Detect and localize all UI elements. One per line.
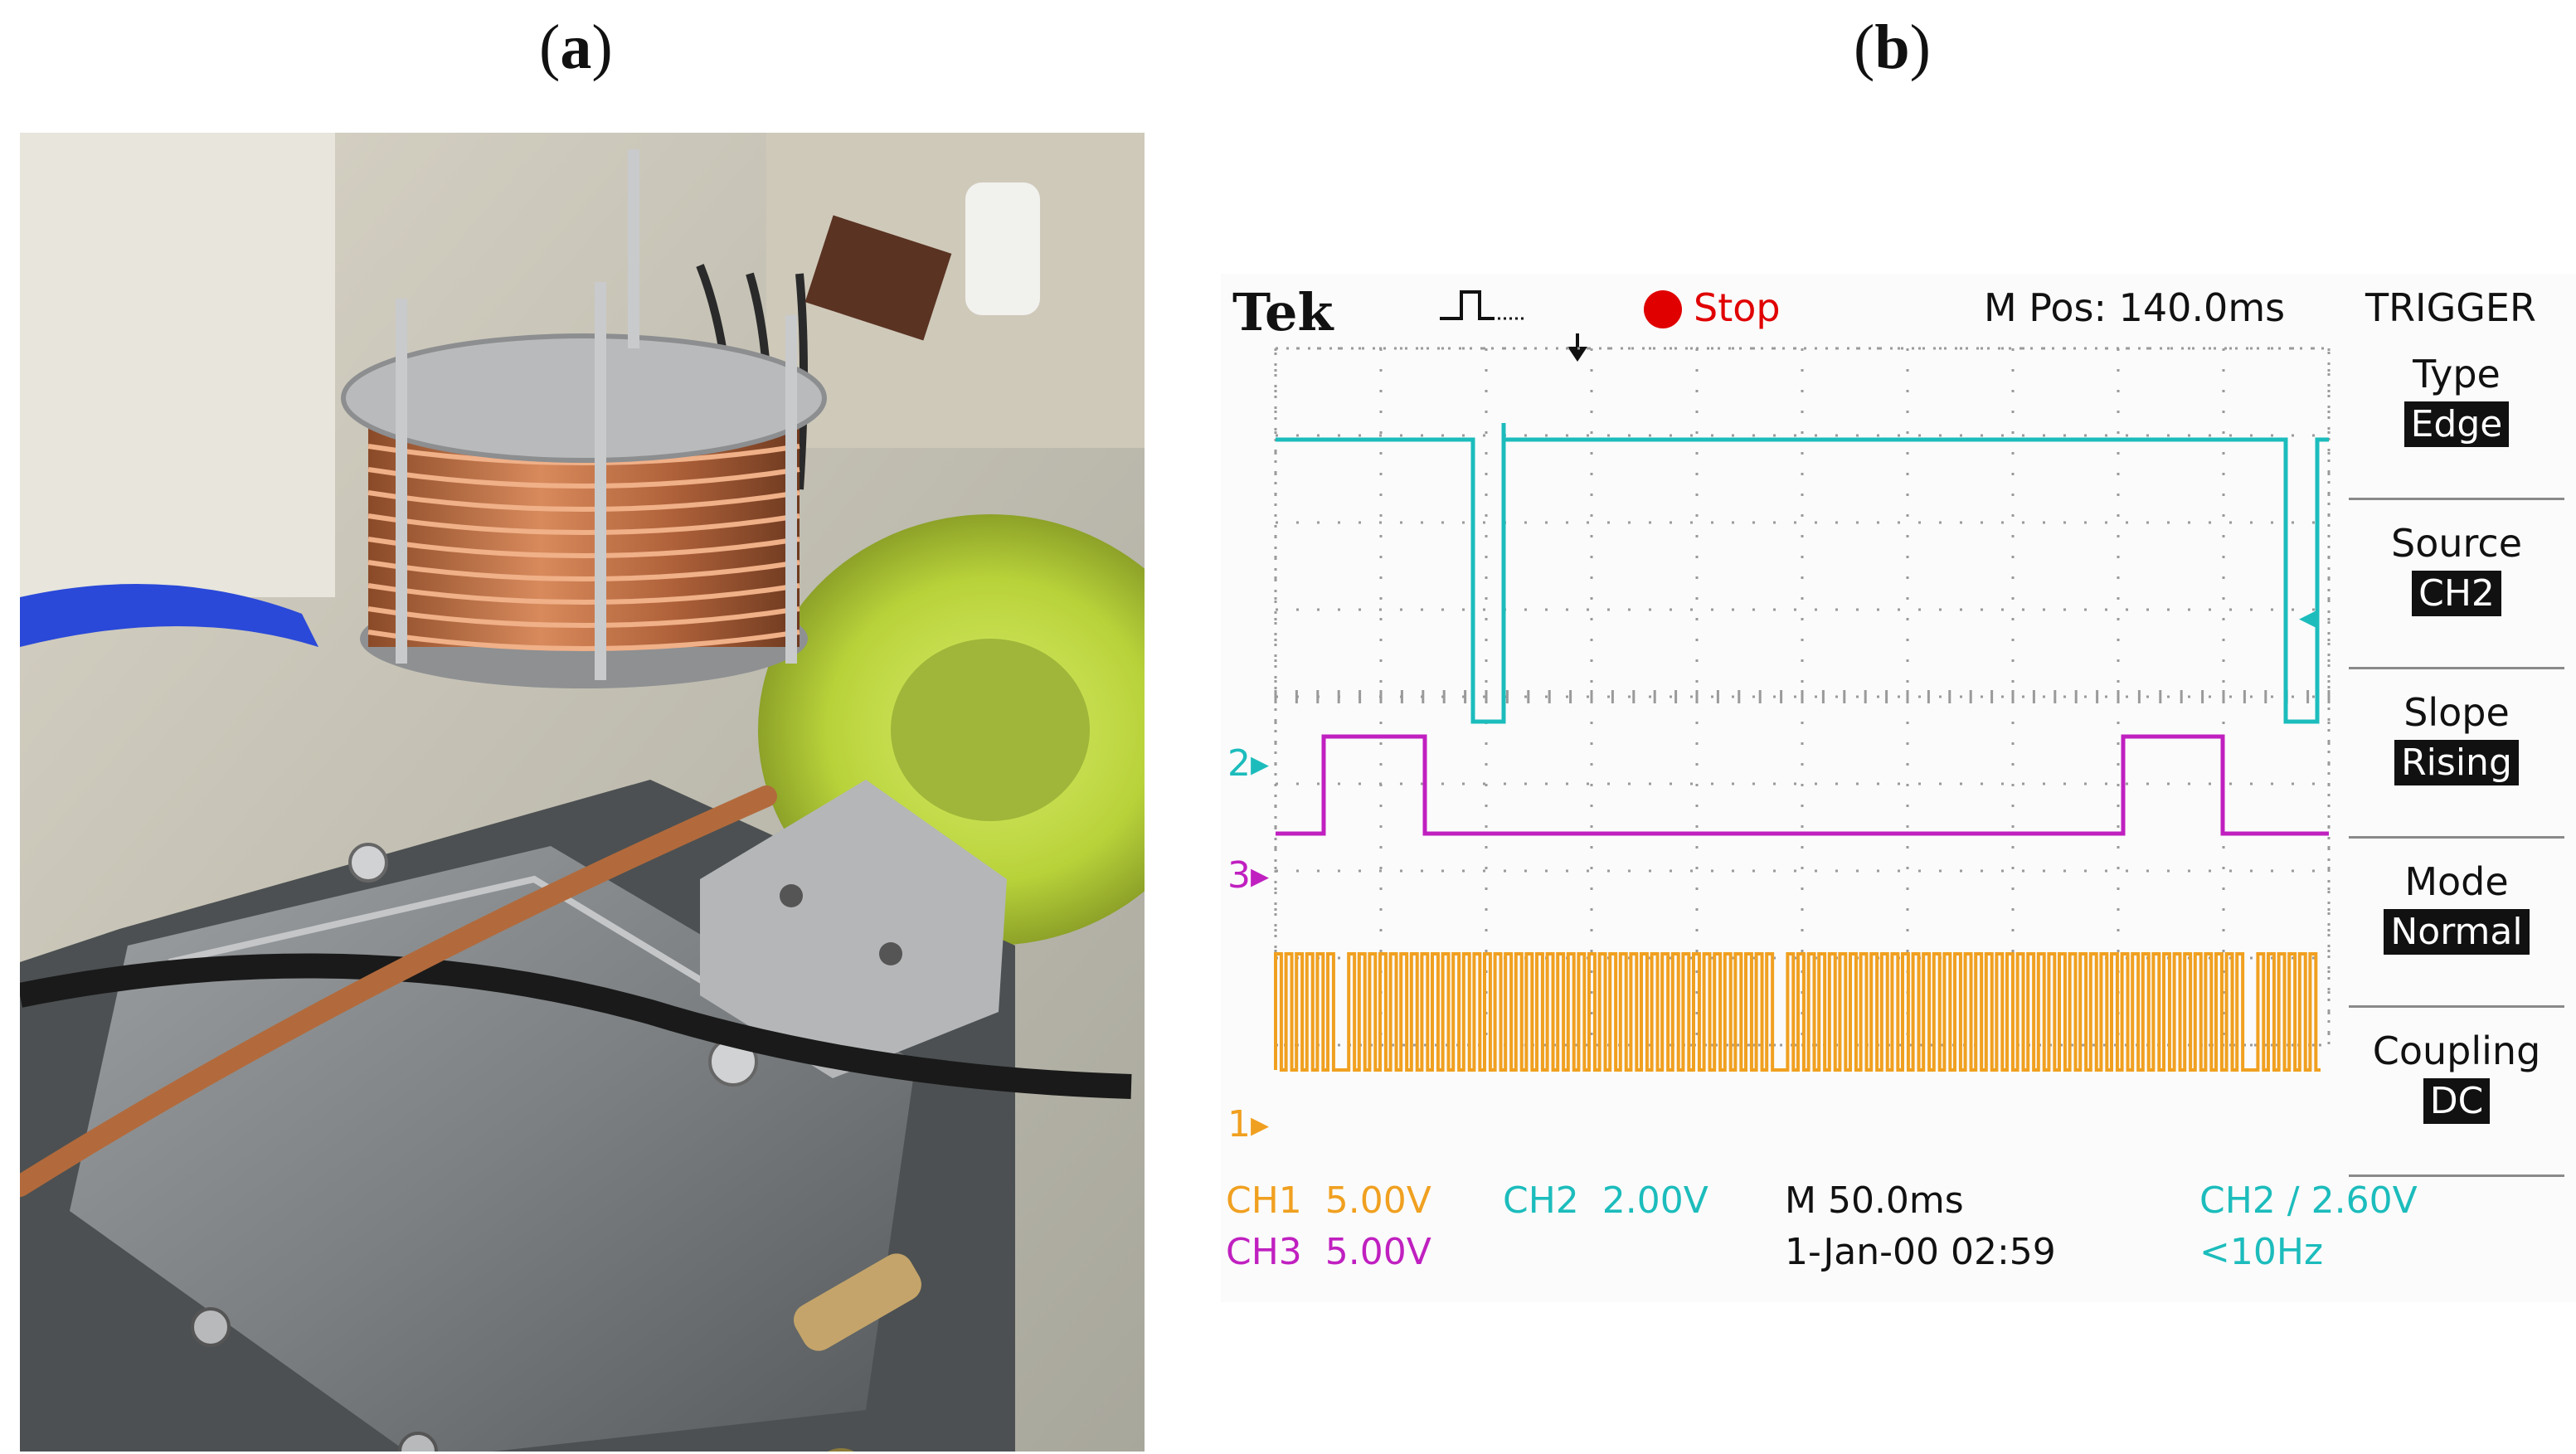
trigger-menu-item-coupling[interactable]: Coupling DC xyxy=(2349,1005,2564,1177)
connector-block xyxy=(804,215,952,341)
ch3-marker: 3▸ xyxy=(1227,854,1270,897)
trigger-menu-label: Mode xyxy=(2404,859,2509,904)
tek-logo: Tek xyxy=(1232,282,1334,343)
panel-label-b: (b) xyxy=(1854,12,1931,82)
ch1-marker-label: 1 xyxy=(1227,1103,1251,1145)
blue-hose xyxy=(20,584,318,647)
trigger-level: 2.60V xyxy=(2311,1179,2418,1222)
trigger-menu-value: Rising xyxy=(2394,740,2519,785)
trigger-menu-item-mode[interactable]: Mode Normal xyxy=(2349,836,2564,1008)
stop-indicator-icon xyxy=(1644,290,1682,328)
ch2-marker: 2▸ xyxy=(1227,742,1270,785)
graticule xyxy=(1274,347,2331,1047)
wall-light xyxy=(20,133,335,597)
trigger-menu-value: Edge xyxy=(2403,401,2510,447)
ch3-name: CH3 xyxy=(1226,1231,1302,1273)
trigger-menu-label: Source xyxy=(2391,521,2522,566)
ch2-scale: 2.00V xyxy=(1601,1179,1708,1222)
copper-tube xyxy=(20,785,777,1197)
ch3-scale: 5.00V xyxy=(1324,1231,1431,1273)
trigger-menu-value: Normal xyxy=(2384,909,2530,955)
date-time-readout: 1-Jan-00 02:59 xyxy=(1785,1231,2056,1273)
threaded-rods xyxy=(396,149,797,680)
black-cable xyxy=(20,953,1132,1099)
trigger-menu-label: Slope xyxy=(2403,690,2510,735)
ch1-name: CH1 xyxy=(1226,1179,1302,1222)
trigger-menu-value: DC xyxy=(2423,1078,2491,1124)
ch1-trace xyxy=(1274,952,2321,1072)
ch3-trace xyxy=(1276,734,2329,836)
oscilloscope-screen: Tek Stop M Pos: 140.0ms TRIGGER 2▸ 3▸ 1▸… xyxy=(1221,274,2576,1302)
ch2-scale-readout: CH2 2.00V xyxy=(1503,1179,1708,1222)
trigger-menu-label: Type xyxy=(2413,352,2501,396)
trigger-readout: CH2 ∕ 2.60V xyxy=(2199,1179,2418,1222)
coil-top-plate xyxy=(341,333,827,463)
timebase-readout: M 50.0ms xyxy=(1785,1179,1964,1222)
engine-bolt-4 xyxy=(398,1432,438,1452)
trigger-pulse-icon xyxy=(1440,290,1524,320)
bracket-hole-2 xyxy=(879,942,902,965)
ch1-marker: 1▸ xyxy=(1227,1103,1270,1145)
fitting-nut xyxy=(828,1448,854,1452)
engine-bolt-3 xyxy=(191,1307,231,1347)
trigger-menu-label: Coupling xyxy=(2372,1028,2541,1073)
ch1-scale: 5.00V xyxy=(1324,1179,1431,1222)
ch2-marker-label: 2 xyxy=(1227,742,1251,785)
flywheel-hub xyxy=(891,639,1090,821)
aluminium-bracket xyxy=(700,780,1007,1078)
waveforms xyxy=(1274,423,2329,1072)
brass-fitting xyxy=(794,1253,921,1351)
ch3-scale-readout: CH3 5.00V xyxy=(1226,1231,1431,1273)
trigger-frequency: <10Hz xyxy=(2199,1231,2324,1273)
engine-photo xyxy=(20,133,1145,1452)
run-state: Stop xyxy=(1694,285,1781,330)
waveform-display xyxy=(1274,347,2331,1072)
trigger-menu-item-slope[interactable]: Slope Rising xyxy=(2349,667,2564,839)
ch1-scale-readout: CH1 5.00V xyxy=(1226,1179,1431,1222)
panel-label-a-letter: a xyxy=(560,12,592,82)
ch2-name: CH2 xyxy=(1503,1179,1579,1222)
engine-photo-illustration xyxy=(20,133,1145,1452)
trigger-menu-item-type[interactable]: Type Edge xyxy=(2349,328,2564,500)
bottle xyxy=(965,182,1040,315)
panel-label-b-letter: b xyxy=(1874,12,1910,82)
horizontal-position: M Pos: 140.0ms xyxy=(1984,285,2286,330)
trigger-menu-title: TRIGGER xyxy=(2365,285,2536,330)
ch3-marker-label: 3 xyxy=(1227,854,1251,897)
trigger-menu-value: CH2 xyxy=(2412,571,2501,616)
bracket-hole-1 xyxy=(780,884,803,907)
panel-label-a: (a) xyxy=(539,12,613,82)
trigger-menu-item-source[interactable]: Source CH2 xyxy=(2349,498,2564,669)
ch2-trace xyxy=(1276,423,2329,724)
trigger-source: CH2 xyxy=(2199,1179,2276,1222)
trigger-level-arrow-icon: ◂ xyxy=(2299,596,2318,638)
engine-bolt-2 xyxy=(348,843,388,883)
